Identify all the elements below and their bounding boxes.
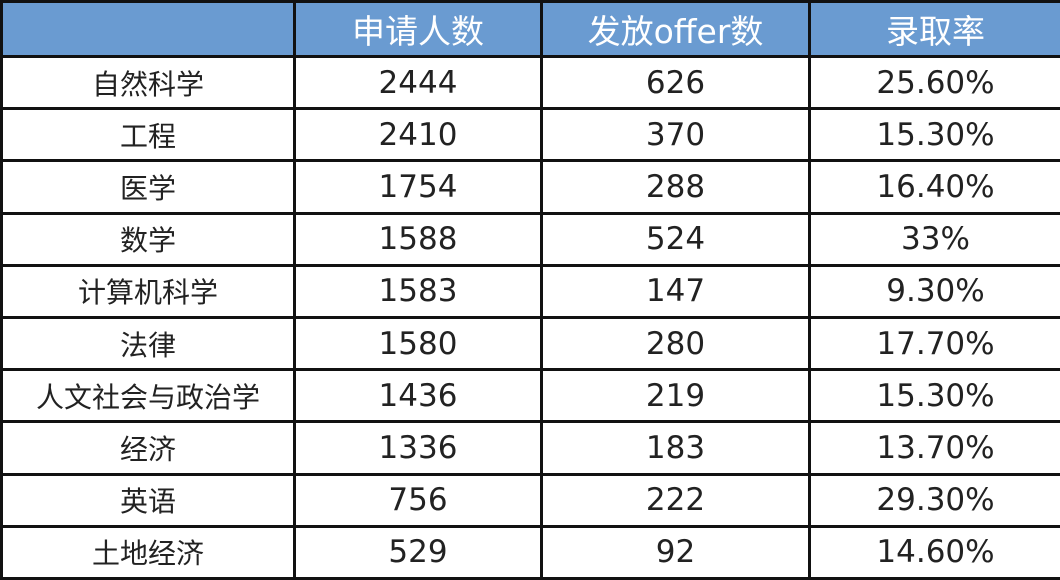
cell-subject: 法律: [0, 315, 296, 372]
table-row: 自然科学 2444 626 25.60%: [0, 54, 1060, 111]
header-row: 申请人数 发放offer数 录取率: [0, 0, 1060, 58]
cell-subject: 土地经济: [0, 524, 296, 580]
cell-subject: 经济: [0, 420, 296, 476]
cell-offers: 183: [540, 420, 811, 476]
header-applicants: 申请人数: [293, 0, 543, 58]
cell-offers: 222: [540, 472, 811, 528]
cell-applicants: 1336: [293, 420, 543, 476]
cell-admission-rate: 14.60%: [808, 524, 1060, 580]
cell-subject: 人文社会与政治学: [0, 368, 296, 424]
table-row: 经济 1336 183 13.70%: [0, 420, 1060, 476]
cell-applicants: 2444: [293, 54, 543, 111]
header-admission-rate: 录取率: [808, 0, 1060, 58]
cell-offers: 147: [540, 263, 811, 319]
table-row: 人文社会与政治学 1436 219 15.30%: [0, 368, 1060, 424]
cell-subject: 英语: [0, 472, 296, 528]
table-row: 法律 1580 280 17.70%: [0, 315, 1060, 372]
cell-subject: 医学: [0, 159, 296, 215]
cell-admission-rate: 16.40%: [808, 159, 1060, 215]
cell-applicants: 1754: [293, 159, 543, 215]
cell-admission-rate: 25.60%: [808, 54, 1060, 111]
cell-admission-rate: 15.30%: [808, 107, 1060, 163]
cell-offers: 370: [540, 107, 811, 163]
cell-offers: 626: [540, 54, 811, 111]
header-offers: 发放offer数: [540, 0, 811, 58]
cell-applicants: 2410: [293, 107, 543, 163]
cell-offers: 280: [540, 315, 811, 372]
cell-subject: 自然科学: [0, 54, 296, 111]
cell-applicants: 1580: [293, 315, 543, 372]
cell-offers: 92: [540, 524, 811, 580]
cell-admission-rate: 33%: [808, 211, 1060, 267]
table-row: 医学 1754 288 16.40%: [0, 159, 1060, 215]
cell-admission-rate: 13.70%: [808, 420, 1060, 476]
cell-applicants: 1436: [293, 368, 543, 424]
table-row: 工程 2410 370 15.30%: [0, 107, 1060, 163]
header-category: [0, 0, 296, 58]
cell-applicants: 1583: [293, 263, 543, 319]
cell-offers: 219: [540, 368, 811, 424]
cell-subject: 计算机科学: [0, 263, 296, 319]
cell-admission-rate: 29.30%: [808, 472, 1060, 528]
cell-offers: 288: [540, 159, 811, 215]
cell-admission-rate: 9.30%: [808, 263, 1060, 319]
table-body: 自然科学 2444 626 25.60% 工程 2410 370 15.30% 医学 1754 28…: [0, 54, 1060, 580]
table-row: 计算机科学 1583 147 9.30%: [0, 263, 1060, 319]
cell-admission-rate: 17.70%: [808, 315, 1060, 372]
table-row: 英语 756 222 29.30%: [0, 472, 1060, 528]
cell-applicants: 756: [293, 472, 543, 528]
cell-applicants: 1588: [293, 211, 543, 267]
cell-subject: 工程: [0, 107, 296, 163]
cell-subject: 数学: [0, 211, 296, 267]
table-row: 数学 1588 524 33%: [0, 211, 1060, 267]
table-row: 土地经济 529 92 14.60%: [0, 524, 1060, 580]
cell-admission-rate: 15.30%: [808, 368, 1060, 424]
cell-applicants: 529: [293, 524, 543, 580]
cell-offers: 524: [540, 211, 811, 267]
